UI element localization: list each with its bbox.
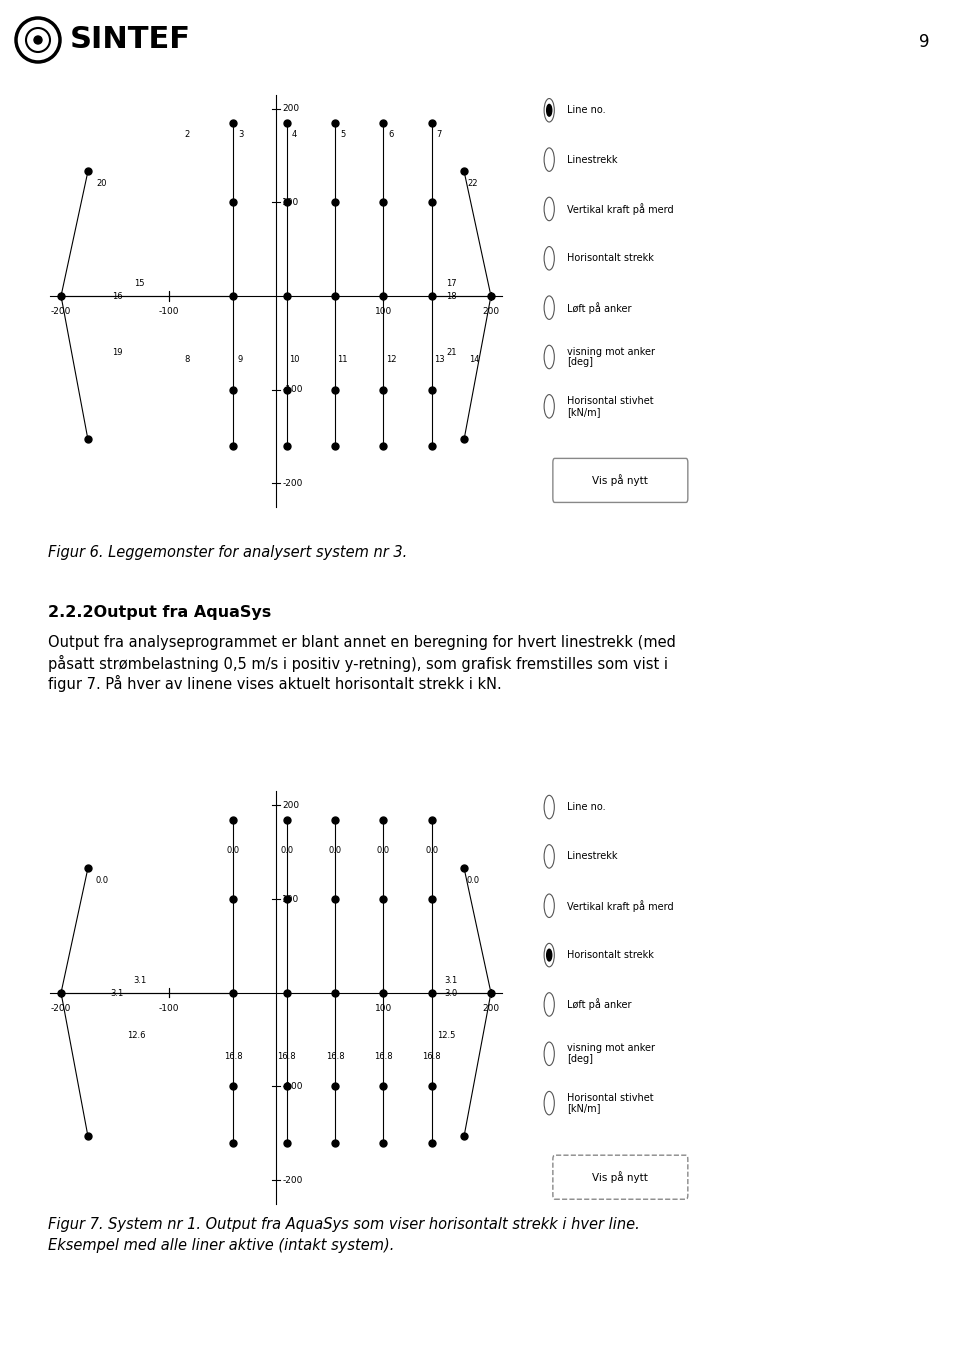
Text: 16.8: 16.8 (374, 1053, 393, 1061)
Text: 16.8: 16.8 (325, 1053, 345, 1061)
Text: 3.1: 3.1 (132, 976, 146, 985)
Text: 18: 18 (445, 292, 457, 302)
Text: 100: 100 (374, 307, 392, 317)
Text: Figur 7. System nr 1. Output fra AquaSys som viser horisontalt strekk i hver lin: Figur 7. System nr 1. Output fra AquaSys… (48, 1216, 639, 1233)
Text: visning mot anker
[deg]: visning mot anker [deg] (567, 1043, 656, 1065)
Circle shape (544, 993, 554, 1016)
Text: Line no.: Line no. (567, 802, 606, 812)
Circle shape (544, 1092, 554, 1115)
Text: 0.0: 0.0 (467, 875, 479, 885)
Text: 3.1: 3.1 (444, 976, 458, 985)
Text: 16: 16 (111, 292, 122, 302)
Text: 17: 17 (445, 279, 457, 288)
Text: 8: 8 (184, 356, 189, 364)
Text: 15: 15 (134, 279, 145, 288)
Text: Line no.: Line no. (567, 106, 606, 115)
Text: 0.0: 0.0 (227, 846, 240, 855)
Text: Horisontalt strekk: Horisontalt strekk (567, 950, 655, 961)
Text: Horisontal stivhet
[kN/m]: Horisontal stivhet [kN/m] (567, 396, 654, 417)
Text: 3.1: 3.1 (110, 989, 124, 999)
Text: 16.8: 16.8 (224, 1053, 242, 1061)
Text: 0.0: 0.0 (377, 846, 390, 855)
Text: SINTEF: SINTEF (70, 26, 191, 54)
Text: 6: 6 (388, 130, 394, 139)
Circle shape (544, 246, 554, 271)
Text: 200: 200 (282, 104, 300, 114)
Text: Output fra analyseprogrammet er blant annet en beregning for hvert linestrekk (m: Output fra analyseprogrammet er blant an… (48, 635, 676, 649)
Text: 14: 14 (469, 356, 480, 364)
Text: Løft på anker: Løft på anker (567, 999, 632, 1011)
Text: 9: 9 (920, 32, 930, 51)
Text: Figur 6. Leggemonster for analysert system nr 3.: Figur 6. Leggemonster for analysert syst… (48, 545, 407, 560)
Text: 16.8: 16.8 (277, 1053, 296, 1061)
Text: 2: 2 (184, 130, 189, 139)
Text: -200: -200 (282, 1176, 302, 1185)
Circle shape (544, 99, 554, 122)
Text: 3.0: 3.0 (444, 989, 458, 999)
Text: 0.0: 0.0 (328, 846, 342, 855)
Text: Vis på nytt: Vis på nytt (592, 475, 648, 486)
Text: 0.0: 0.0 (425, 846, 439, 855)
Circle shape (544, 894, 554, 917)
Text: 0.0: 0.0 (95, 875, 108, 885)
Circle shape (544, 943, 554, 967)
Circle shape (544, 198, 554, 221)
Text: Løft på anker: Løft på anker (567, 302, 632, 314)
Text: 21: 21 (446, 348, 456, 357)
Circle shape (544, 1042, 554, 1066)
Circle shape (34, 37, 42, 45)
Text: 19: 19 (111, 348, 122, 357)
Text: 7: 7 (437, 130, 442, 139)
Text: Vertikal kraft på merd: Vertikal kraft på merd (567, 203, 674, 215)
Text: 100: 100 (282, 894, 300, 904)
Text: Vis på nytt: Vis på nytt (592, 1172, 648, 1183)
Text: 12: 12 (386, 356, 396, 364)
Circle shape (544, 395, 554, 418)
Text: 200: 200 (282, 801, 300, 810)
Text: 12.6: 12.6 (127, 1031, 146, 1040)
Text: Eksempel med alle liner aktive (intakt system).: Eksempel med alle liner aktive (intakt s… (48, 1238, 395, 1253)
Text: 11: 11 (337, 356, 348, 364)
Text: Linestrekk: Linestrekk (567, 851, 618, 862)
Text: 3: 3 (238, 130, 243, 139)
Circle shape (544, 844, 554, 869)
Text: 100: 100 (282, 198, 300, 207)
Text: 200: 200 (482, 1004, 499, 1013)
Circle shape (544, 147, 554, 172)
Text: -200: -200 (51, 1004, 71, 1013)
Text: 0.0: 0.0 (280, 846, 294, 855)
Text: 12.5: 12.5 (437, 1031, 455, 1040)
Text: -200: -200 (51, 307, 71, 317)
Circle shape (546, 104, 552, 116)
Circle shape (546, 950, 552, 961)
Text: 5: 5 (340, 130, 346, 139)
Text: Linestrekk: Linestrekk (567, 154, 618, 165)
Text: 200: 200 (482, 307, 499, 317)
Text: -100: -100 (282, 386, 303, 394)
Text: -200: -200 (282, 479, 302, 488)
FancyBboxPatch shape (553, 1155, 687, 1199)
Text: 22: 22 (468, 179, 478, 188)
Text: 16.8: 16.8 (422, 1053, 442, 1061)
Text: 4: 4 (292, 130, 297, 139)
Text: 13: 13 (434, 356, 444, 364)
Text: Horisontalt strekk: Horisontalt strekk (567, 253, 655, 264)
Text: -100: -100 (158, 1004, 179, 1013)
Text: påsatt strømbelastning 0,5 m/s i positiv y-retning), som grafisk fremstilles som: påsatt strømbelastning 0,5 m/s i positiv… (48, 655, 668, 672)
Text: Vertikal kraft på merd: Vertikal kraft på merd (567, 900, 674, 912)
Circle shape (544, 796, 554, 819)
Text: 9: 9 (238, 356, 243, 364)
Text: 100: 100 (374, 1004, 392, 1013)
Text: 2.2.2Output fra AquaSys: 2.2.2Output fra AquaSys (48, 605, 272, 620)
Text: -100: -100 (158, 307, 179, 317)
Text: 20: 20 (97, 179, 108, 188)
Text: figur 7. På hver av linene vises aktuelt horisontalt strekk i kN.: figur 7. På hver av linene vises aktuelt… (48, 675, 502, 691)
Text: Horisontal stivhet
[kN/m]: Horisontal stivhet [kN/m] (567, 1093, 654, 1114)
Text: -100: -100 (282, 1082, 303, 1091)
FancyBboxPatch shape (553, 459, 687, 502)
Circle shape (544, 345, 554, 369)
Text: 10: 10 (289, 356, 300, 364)
Text: visning mot anker
[deg]: visning mot anker [deg] (567, 346, 656, 368)
Circle shape (544, 296, 554, 319)
